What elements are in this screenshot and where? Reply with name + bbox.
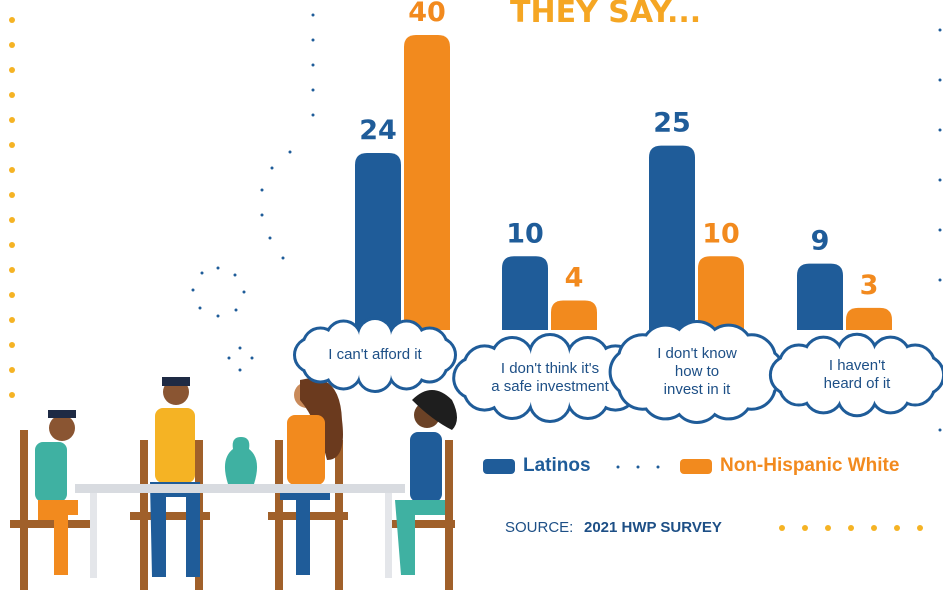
category-label: I haven't heard of it — [823, 357, 891, 392]
value-label: 40 — [408, 0, 446, 28]
value-label: 4 — [565, 263, 584, 294]
bar — [502, 256, 548, 330]
bar — [404, 35, 450, 330]
decor-dots — [9, 17, 923, 531]
cloud — [608, 320, 786, 425]
legend-label: Latinos — [523, 455, 591, 476]
legend-label: Non-Hispanic White — [720, 455, 900, 476]
chart-title: THEY SAY... — [510, 0, 701, 30]
cloud — [768, 332, 943, 418]
bar — [355, 153, 401, 330]
cloud — [293, 317, 457, 393]
value-label: 3 — [860, 270, 879, 301]
value-label: 25 — [653, 108, 691, 139]
value-label: 10 — [506, 218, 544, 249]
value-label: 9 — [811, 226, 830, 257]
value-label: 10 — [702, 218, 740, 249]
category-label: I don't think it's a safe investment — [491, 360, 609, 395]
category-label: I don't know how to invest in it — [657, 345, 737, 398]
cloud-fill — [789, 353, 925, 397]
bar — [649, 145, 695, 330]
cloud-fill — [474, 355, 626, 401]
cloud-fill — [634, 345, 760, 399]
decor-blue-dots — [191, 13, 942, 469]
legend-swatch — [483, 459, 515, 474]
illustration — [10, 377, 457, 590]
value-label: 24 — [359, 115, 397, 146]
source-label: SOURCE: — [505, 519, 574, 536]
cloud-fill — [312, 336, 438, 374]
legend-swatch — [680, 459, 712, 474]
source: 2021 HWP SURVEY — [584, 519, 722, 536]
category-label: I can't afford it — [328, 346, 422, 363]
bar — [551, 300, 597, 330]
bar — [846, 307, 892, 330]
bar — [797, 263, 843, 330]
bar — [698, 256, 744, 330]
